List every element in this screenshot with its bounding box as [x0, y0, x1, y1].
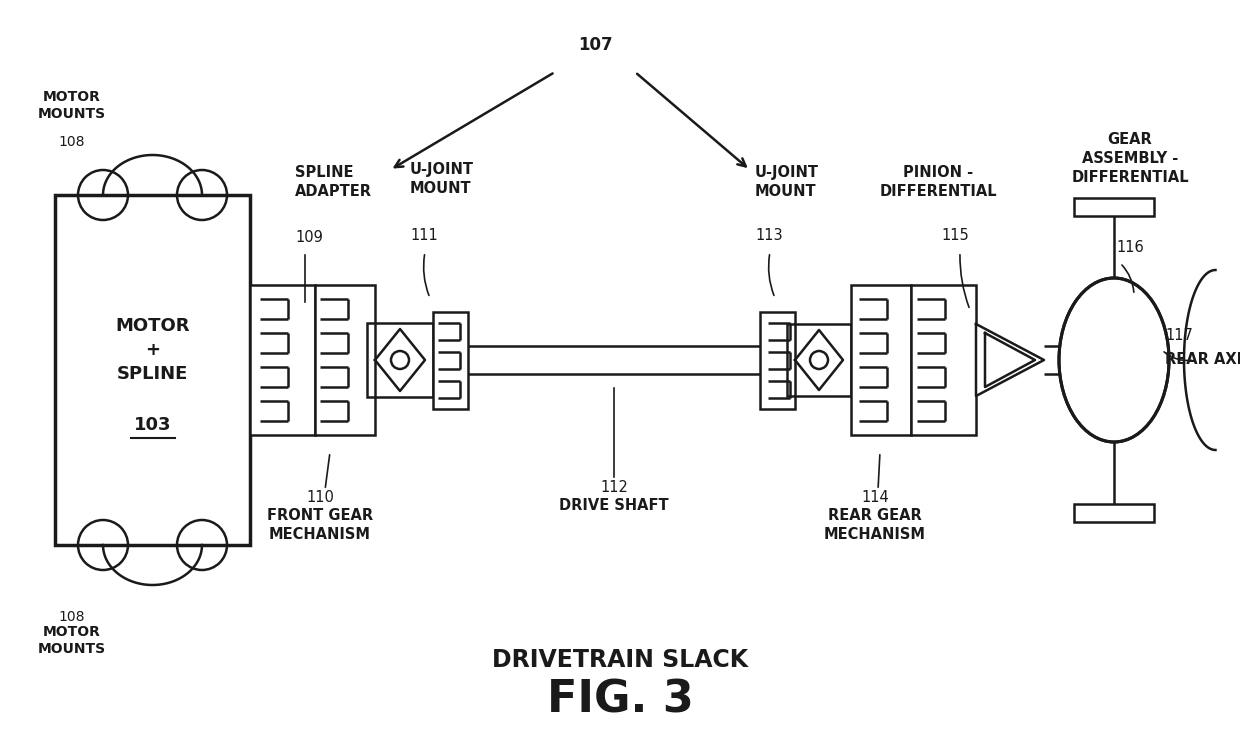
- Bar: [250, 285, 315, 435]
- Text: 107: 107: [578, 36, 613, 54]
- Text: 111: 111: [410, 228, 438, 243]
- Text: 115: 115: [941, 228, 968, 243]
- Bar: [1074, 504, 1154, 522]
- Polygon shape: [795, 330, 843, 390]
- Text: 103: 103: [134, 416, 171, 434]
- Bar: [760, 312, 795, 408]
- Text: GEAR
ASSEMBLY -
DIFFERENTIAL: GEAR ASSEMBLY - DIFFERENTIAL: [1071, 132, 1189, 186]
- Text: MOTOR
MOUNTS: MOTOR MOUNTS: [38, 625, 107, 656]
- Ellipse shape: [1059, 278, 1169, 442]
- Text: DRIVETRAIN SLACK: DRIVETRAIN SLACK: [492, 648, 748, 672]
- Text: FRONT GEAR
MECHANISM: FRONT GEAR MECHANISM: [267, 508, 373, 542]
- Text: 112: 112: [600, 480, 627, 495]
- Text: PINION -
DIFFERENTIAL: PINION - DIFFERENTIAL: [879, 165, 997, 199]
- Text: 108: 108: [58, 610, 86, 624]
- Text: MOTOR
MOUNTS: MOTOR MOUNTS: [38, 90, 107, 121]
- Text: U-JOINT
MOUNT: U-JOINT MOUNT: [410, 162, 474, 196]
- Text: 113: 113: [755, 228, 782, 243]
- Bar: [55, 195, 250, 545]
- Bar: [315, 285, 374, 435]
- Text: REAR AXLE: REAR AXLE: [1166, 353, 1240, 368]
- Bar: [787, 324, 851, 396]
- Bar: [851, 285, 911, 435]
- Bar: [433, 312, 467, 408]
- Text: 116: 116: [1116, 240, 1143, 255]
- Text: FIG. 3: FIG. 3: [547, 679, 693, 721]
- Text: 117: 117: [1166, 327, 1193, 342]
- Text: REAR GEAR
MECHANISM: REAR GEAR MECHANISM: [825, 508, 926, 542]
- Text: MOTOR
+
SPLINE: MOTOR + SPLINE: [115, 318, 190, 383]
- Text: 108: 108: [58, 135, 86, 149]
- Text: SPLINE
ADAPTER: SPLINE ADAPTER: [295, 165, 372, 199]
- Text: 110: 110: [306, 490, 334, 505]
- Text: DRIVE SHAFT: DRIVE SHAFT: [559, 498, 668, 513]
- Bar: [367, 323, 433, 397]
- Text: U-JOINT
MOUNT: U-JOINT MOUNT: [755, 165, 818, 199]
- Polygon shape: [976, 324, 1044, 396]
- Bar: [911, 285, 976, 435]
- Bar: [1074, 198, 1154, 216]
- Polygon shape: [374, 329, 425, 391]
- Text: 114: 114: [861, 490, 889, 505]
- Text: 109: 109: [295, 230, 322, 245]
